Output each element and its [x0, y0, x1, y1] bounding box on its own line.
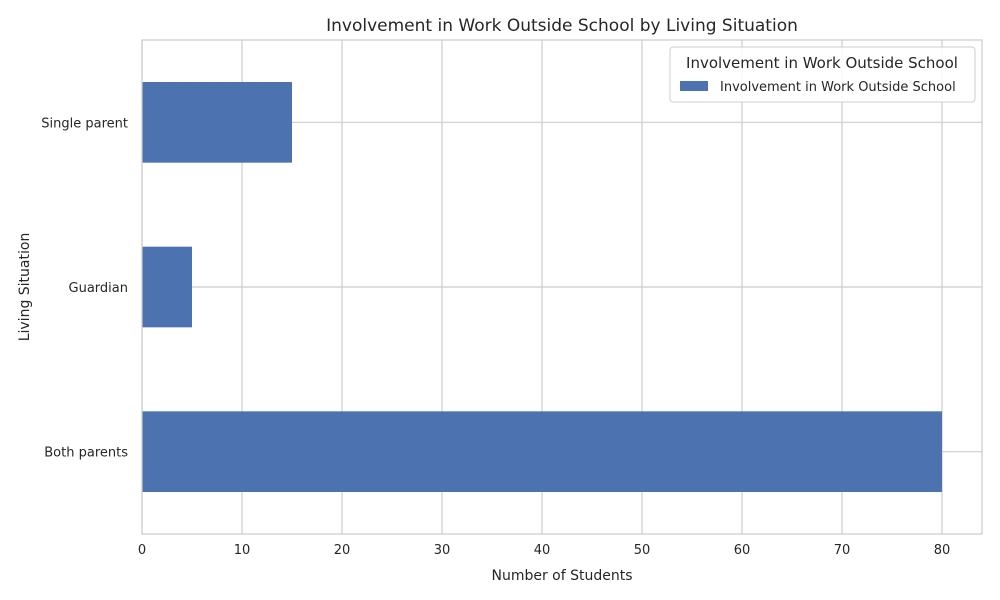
legend-swatch	[680, 81, 708, 91]
x-tick-label: 80	[934, 543, 951, 558]
x-tick-label: 20	[334, 543, 351, 558]
y-tick-label: Guardian	[69, 281, 128, 296]
chart-title: Involvement in Work Outside School by Li…	[326, 16, 798, 36]
legend-frame	[669, 46, 976, 103]
bar-guardian	[142, 246, 192, 328]
x-tick-label: 10	[234, 543, 251, 558]
y-tick-labels: Both parents Guardian Single parent	[41, 116, 128, 460]
x-tick-label: 60	[734, 543, 751, 558]
x-tick-labels: 0 10 20 30 40 50 60 70 80	[138, 543, 950, 558]
bar-single-parent	[142, 81, 292, 163]
y-axis-label: Living Situation	[17, 233, 33, 342]
plot-border	[141, 39, 983, 535]
y-tick-label: Both parents	[44, 446, 128, 461]
legend-title: Involvement in Work Outside School	[686, 54, 958, 72]
legend-entry-label: Involvement in Work Outside School	[720, 80, 956, 95]
x-tick-label: 0	[138, 543, 146, 558]
y-tick-label: Single parent	[41, 116, 128, 131]
x-axis-label: Number of Students	[491, 568, 632, 584]
bars	[142, 81, 942, 493]
legend: Involvement in Work Outside School Invol…	[669, 46, 976, 103]
x-tick-label: 50	[634, 543, 651, 558]
x-tick-label: 30	[434, 543, 451, 558]
x-tick-label: 40	[534, 543, 551, 558]
x-tick-label: 70	[834, 543, 851, 558]
bar-both-parents	[142, 411, 942, 493]
